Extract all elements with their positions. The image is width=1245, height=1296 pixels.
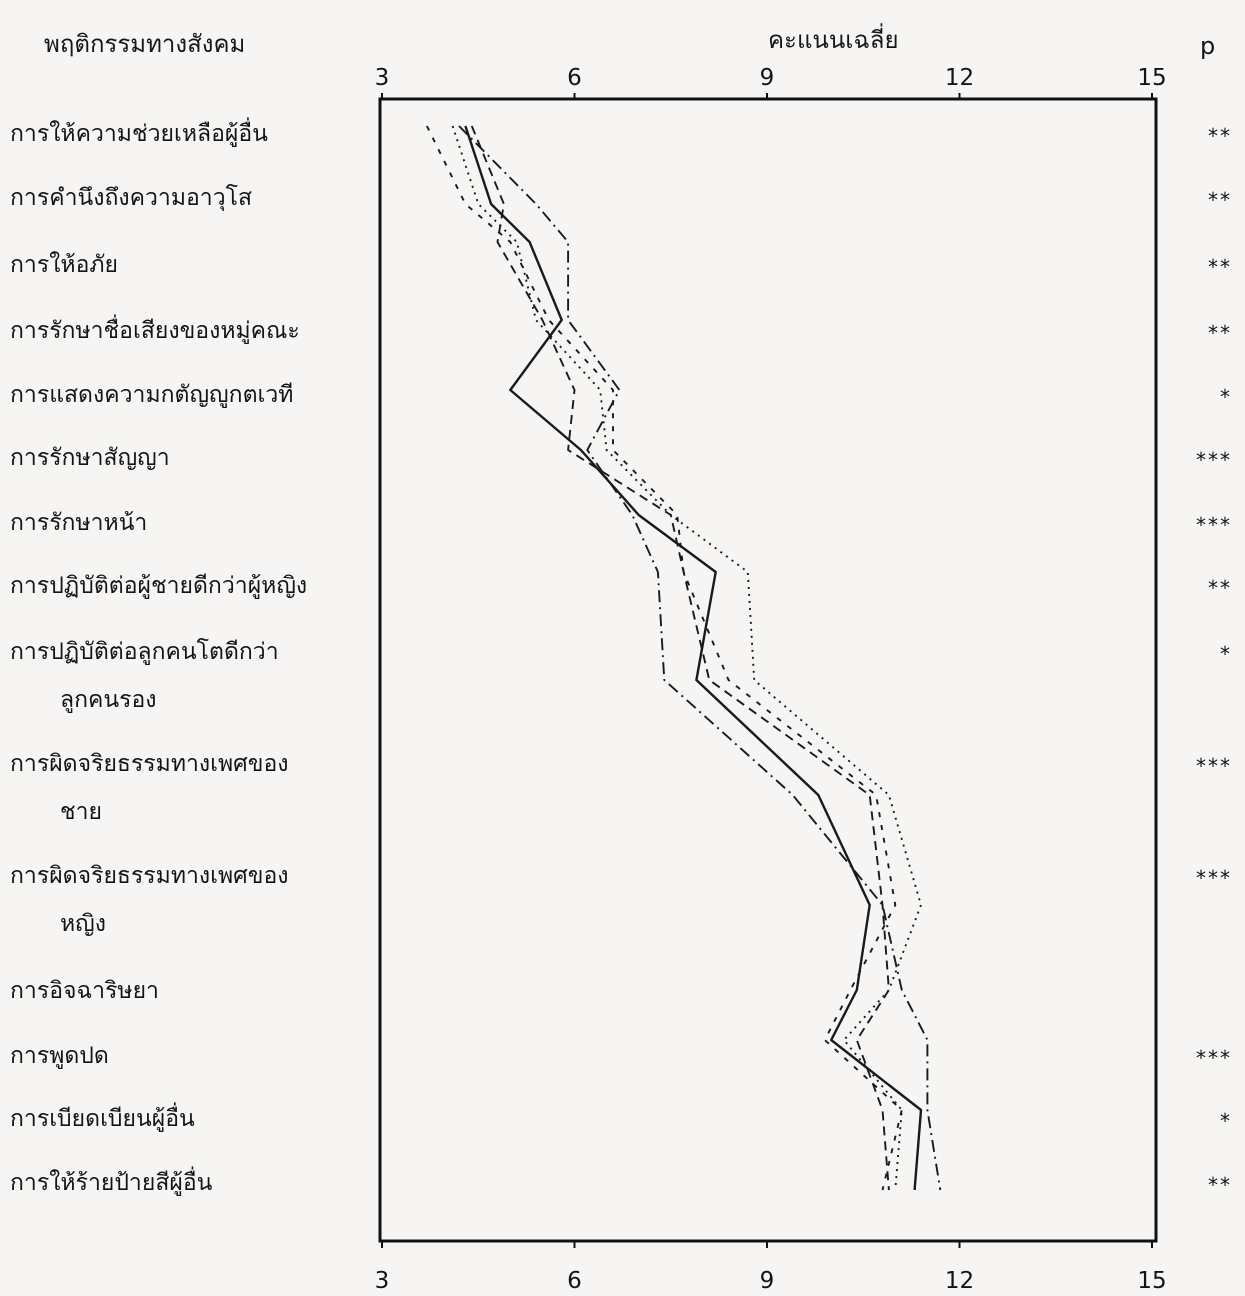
category-label: หญิง	[60, 911, 106, 937]
top-tick-label: 6	[567, 65, 582, 91]
category-label: การผิดจริยธรรมทางเพศของ	[10, 863, 289, 889]
category-label: ลูกคนรอง	[60, 687, 157, 713]
category-label: การให้อภัย	[10, 251, 118, 278]
category-label: ชาย	[60, 799, 102, 825]
series-line-solid	[464, 125, 923, 1191]
bottom-tick-label: 3	[375, 1268, 390, 1294]
significance-mark: **	[1208, 255, 1232, 279]
bottom-tick-label: 9	[760, 1268, 775, 1294]
significance-mark: **	[1208, 188, 1232, 212]
top-tick-label: 15	[1137, 65, 1166, 91]
category-label: การให้ความช่วยเหลือผู้อื่น	[10, 117, 268, 147]
significance-mark: **	[1208, 576, 1232, 600]
series-line-dotted	[451, 125, 922, 1191]
category-label: การคำนึงถึงความอาวุโส	[10, 184, 252, 211]
p-heading: p	[1200, 32, 1216, 60]
category-label: การให้ร้ายป้ายสีผู้อื่น	[10, 1166, 213, 1196]
significance-mark: *	[1220, 1109, 1232, 1133]
category-label: การแสดงความกตัญญูกตเวที	[10, 382, 293, 408]
top-axis-ticks: 3 6 9 12 15	[375, 65, 1167, 99]
top-tick-label: 12	[945, 65, 974, 91]
significance-mark: ***	[1196, 866, 1232, 890]
significance-mark: *	[1220, 642, 1232, 666]
significance-mark: **	[1208, 321, 1232, 345]
score-heading: คะแนนเฉลี่ย	[768, 26, 899, 54]
significance-mark: **	[1208, 1173, 1232, 1197]
top-tick-label: 9	[760, 65, 775, 91]
category-label: การปฏิบัติต่อลูกคนโตดีกว่า	[10, 638, 279, 665]
category-label: การเบียดเบียนผู้อื่น	[10, 1102, 195, 1132]
significance-mark: **	[1208, 124, 1232, 148]
category-label: การปฏิบัติต่อผู้ชายดีกว่าผู้หญิง	[10, 573, 307, 599]
bottom-tick-label: 15	[1137, 1268, 1166, 1294]
plot-frame	[378, 97, 1158, 1243]
bottom-tick-label: 6	[567, 1268, 582, 1294]
category-label: การรักษาสัญญา	[10, 445, 170, 471]
significance-mark: ***	[1196, 448, 1232, 472]
series-line-dashdot	[458, 125, 942, 1191]
series-line-loosedash	[426, 125, 903, 1191]
bottom-tick-label: 12	[945, 1268, 974, 1294]
significance-mark: *	[1220, 385, 1232, 409]
category-label: การอิจฉาริษยา	[10, 978, 159, 1004]
significance-mark: ***	[1196, 513, 1232, 537]
significance-mark: ***	[1196, 754, 1232, 778]
category-label: การผิดจริยธรรมทางเพศของ	[10, 751, 289, 777]
category-label: การรักษาหน้า	[10, 510, 147, 536]
series-lines	[426, 125, 942, 1191]
significance-labels: ******************************	[1196, 124, 1232, 1197]
behavior-heading: พฤติกรรมทางสังคม	[44, 30, 246, 58]
category-label: การรักษาชื่อเสียงของหมู่คณะ	[10, 314, 300, 344]
category-label: การพูดปด	[10, 1043, 109, 1069]
series-line-dashed	[470, 125, 890, 1191]
top-tick-label: 3	[375, 65, 390, 91]
category-labels: การให้ความช่วยเหลือผู้อื่นการคำนึงถึงควา…	[10, 117, 307, 1196]
bottom-axis-ticks: 3 6 9 12 15	[375, 1241, 1167, 1294]
significance-mark: ***	[1196, 1046, 1232, 1070]
